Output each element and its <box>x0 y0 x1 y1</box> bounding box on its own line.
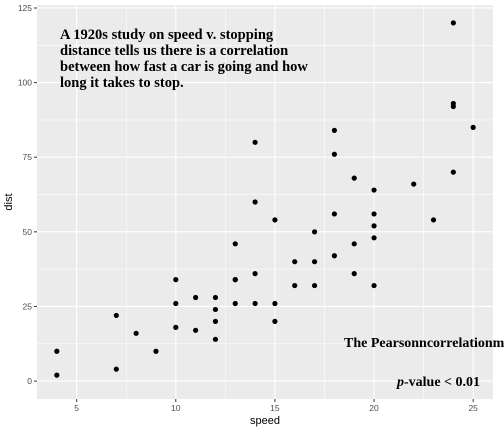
data-point <box>411 181 417 187</box>
x-tick-label: 25 <box>468 403 478 413</box>
study-annotation-line: between how fast a car is going and how <box>60 59 308 75</box>
x-tick-label: 10 <box>171 403 181 413</box>
x-axis-ticks: 5 10 15 20 25 <box>74 399 478 413</box>
data-point <box>252 199 258 205</box>
data-point <box>113 366 119 372</box>
data-point <box>450 100 456 107</box>
y-tick-label: 50 <box>23 227 33 237</box>
study-annotation-line: long it takes to stop. <box>60 75 184 91</box>
pvalue-rest: -value < 0.01 <box>404 375 480 390</box>
data-point <box>331 211 337 217</box>
data-point <box>54 372 60 378</box>
study-annotation-line: A 1920s study on speed v. stopping <box>60 27 274 43</box>
data-point <box>252 300 258 307</box>
data-point <box>272 300 278 307</box>
data-point <box>133 330 139 336</box>
grid-minor <box>37 5 493 399</box>
y-tick-label: 100 <box>18 78 32 88</box>
x-axis-title: speed <box>250 415 280 427</box>
data-point <box>113 312 119 319</box>
data-point <box>371 187 377 193</box>
data-point <box>311 259 318 265</box>
data-point <box>371 223 377 229</box>
data-point <box>470 124 476 130</box>
data-point <box>351 175 357 181</box>
grid-major <box>37 5 493 399</box>
data-point <box>311 229 318 235</box>
y-axis-ticks: 0 25 50 75 100 125 <box>18 3 37 386</box>
data-point <box>272 217 278 223</box>
y-tick-label: 75 <box>23 152 33 162</box>
data-point <box>193 294 199 301</box>
y-axis-title: dist <box>3 193 15 210</box>
data-point <box>173 324 179 330</box>
study-annotation: A 1920s study on speed v. stopping dista… <box>60 27 311 91</box>
y-tick-label: 125 <box>18 3 32 13</box>
correlation-annotation: The Pearsonncorrelationm <box>344 336 504 351</box>
data-point <box>252 271 258 277</box>
data-point <box>292 282 298 289</box>
data-point <box>371 282 377 289</box>
data-point <box>232 277 238 283</box>
data-point <box>311 282 318 289</box>
data-point <box>173 277 179 283</box>
pvalue-annotation: p-value < 0.01 <box>396 375 480 390</box>
data-point <box>153 348 159 354</box>
data-point <box>232 241 238 247</box>
data-point <box>173 300 179 307</box>
data-point <box>371 211 377 217</box>
x-tick-label: 5 <box>74 403 79 413</box>
data-point <box>450 20 456 26</box>
data-point <box>292 259 298 265</box>
data-points <box>54 20 476 378</box>
data-point <box>212 318 219 324</box>
y-tick-label: 25 <box>23 301 33 311</box>
y-tick-label: 0 <box>27 376 32 386</box>
data-point <box>252 139 258 145</box>
data-point <box>212 306 219 313</box>
data-point <box>430 217 437 223</box>
data-point <box>212 294 219 301</box>
data-point <box>450 169 456 175</box>
data-point <box>351 241 357 247</box>
data-point <box>193 327 199 333</box>
data-point <box>272 318 278 324</box>
pvalue-p: p <box>396 375 404 390</box>
data-point <box>54 348 60 354</box>
data-point <box>351 271 357 277</box>
plot-panel <box>37 5 493 399</box>
study-annotation-line: distance tells us there is a correlation <box>60 43 288 59</box>
x-tick-label: 20 <box>369 403 379 413</box>
x-tick-label: 15 <box>270 403 280 413</box>
data-point <box>331 253 337 259</box>
data-point <box>212 336 219 342</box>
data-point <box>371 235 377 241</box>
data-point <box>232 300 238 307</box>
data-point <box>331 151 337 157</box>
data-point <box>331 127 337 133</box>
